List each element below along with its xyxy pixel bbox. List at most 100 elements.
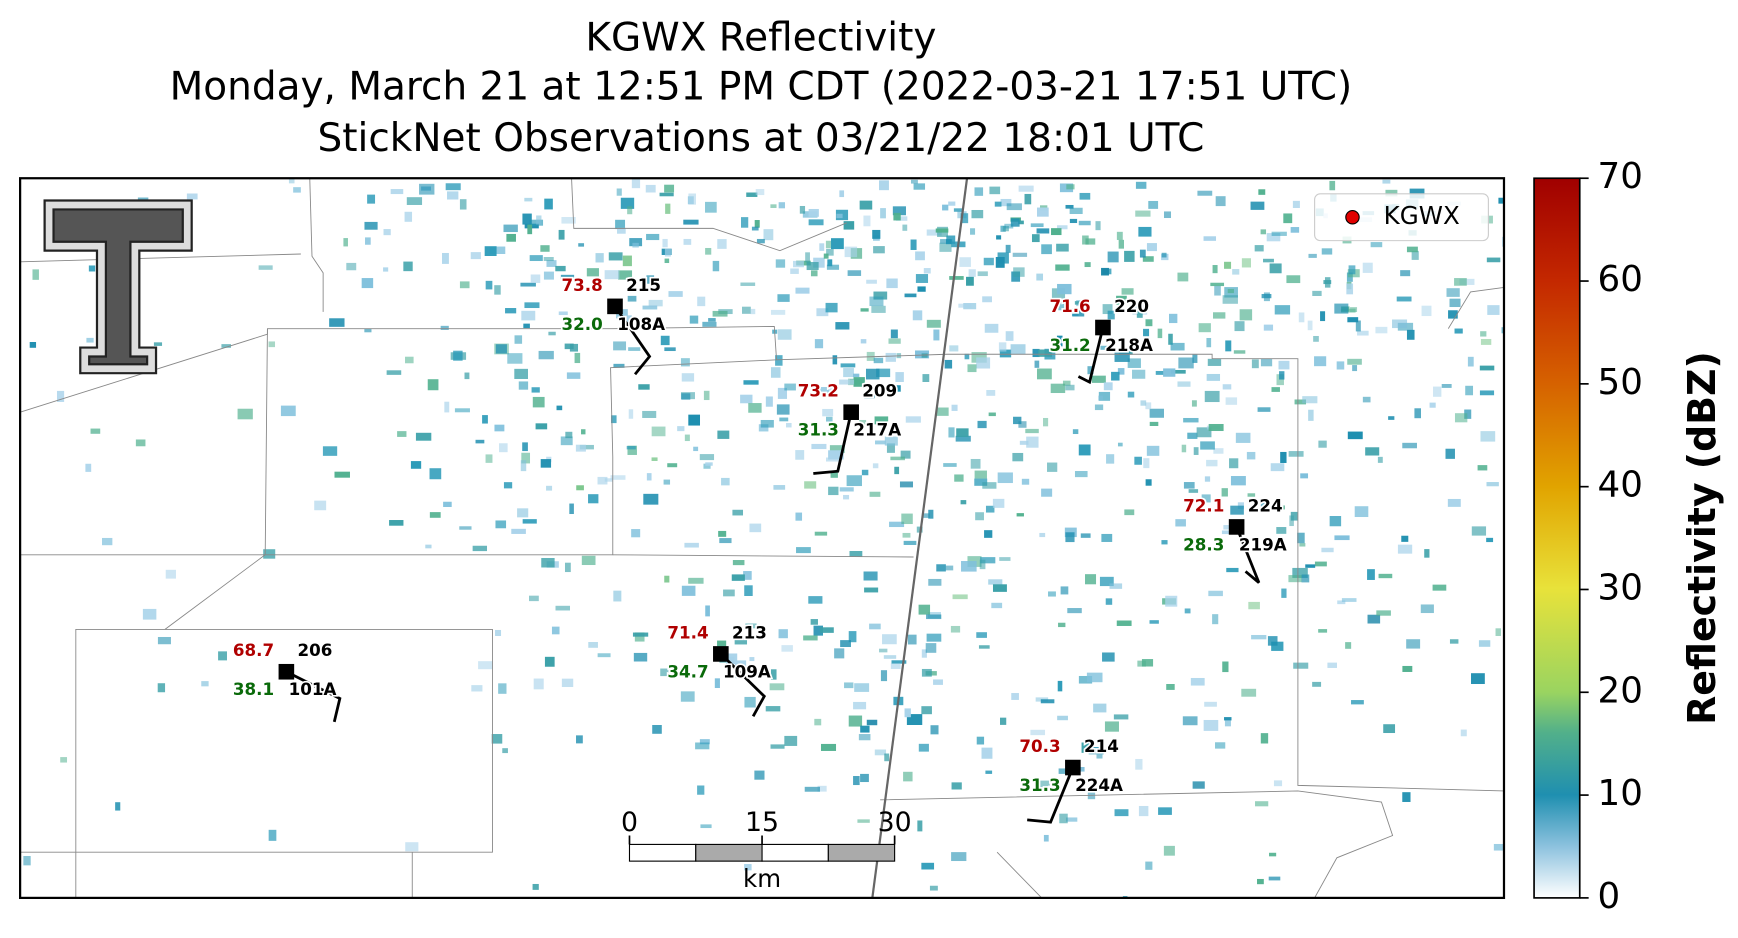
echo [610,415,617,424]
echo [1099,576,1114,587]
echo [1421,305,1432,317]
echo [1163,845,1175,856]
echo [1314,356,1327,367]
echo [839,487,854,492]
echo [926,319,941,328]
echo [967,364,977,373]
echo [1337,600,1346,605]
echo [548,331,556,336]
echo [731,574,745,581]
echo [471,685,483,692]
echo [978,645,990,649]
echo [918,743,929,752]
echo [1248,601,1260,610]
echo [843,494,850,500]
echo [980,557,996,564]
echo [1281,588,1287,598]
echo [1283,213,1293,224]
echo [1103,382,1113,391]
echo [86,337,94,343]
echo [556,405,563,411]
echo [1006,203,1022,211]
echo [921,668,932,677]
echo [718,530,727,537]
echo [926,633,942,642]
echo [530,274,541,283]
station-marker [278,663,295,680]
echo [745,623,757,629]
dewpoint: 28.3 [1183,534,1224,554]
echo [425,544,432,549]
station-id: 209 [862,381,897,401]
echo [874,416,889,425]
echo [1094,404,1104,411]
echo [890,329,898,339]
echo [1036,207,1049,217]
echo [1104,721,1119,732]
echo [811,443,827,450]
echo [942,204,949,211]
echo [1401,535,1409,542]
echo [819,243,825,251]
echo [1486,537,1494,543]
echo [663,479,671,485]
echo [1278,360,1290,370]
echo [1347,431,1363,440]
echo [885,352,896,362]
echo [985,770,993,774]
echo [886,278,898,289]
echo [1318,440,1327,448]
echo [1241,258,1251,268]
echo [470,252,481,260]
echo [383,267,389,272]
echo [1078,444,1091,456]
echo [805,252,810,263]
echo [494,424,505,432]
echo [777,387,788,399]
echo [872,229,881,239]
echo [153,342,163,346]
echo [1351,700,1364,705]
echo [1021,478,1030,485]
echo [921,649,927,658]
echo [447,191,459,200]
echo [1018,185,1034,192]
echo [1271,641,1284,651]
echo [322,446,338,456]
echo [1299,543,1306,547]
echo [1307,320,1313,331]
echo [1346,283,1354,295]
echo [1157,328,1163,339]
echo [627,445,637,455]
echo [933,679,943,685]
echo [1127,391,1135,398]
station-id: 213 [732,622,767,642]
echo [1226,567,1239,573]
echo [521,452,531,464]
echo [778,202,786,209]
echo [1081,742,1093,753]
echo [869,623,881,630]
echo [749,657,755,662]
echo [688,193,696,205]
probe-id: 224A [1075,775,1123,795]
echo [681,393,691,400]
echo [714,678,720,689]
legend-label: KGWX [1384,201,1460,230]
echo [1184,608,1191,614]
echo [615,219,626,230]
echo [991,602,1003,609]
echo [974,478,988,486]
dewpoint: 38.1 [233,679,274,699]
echo [1082,235,1089,245]
echo [1268,876,1281,881]
echo [518,381,529,390]
echo [1203,236,1217,241]
echo [540,245,550,252]
echo [1086,672,1103,683]
echo [85,463,92,472]
echo [949,345,959,352]
echo [866,279,877,284]
station-id: 206 [298,640,333,660]
